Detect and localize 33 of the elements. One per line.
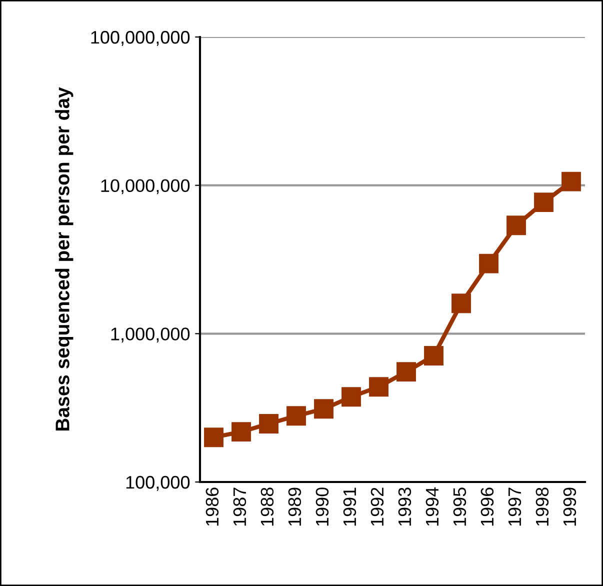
point (369, 377, 388, 397)
point (286, 406, 306, 426)
x-tick-label: 1991 (343, 488, 356, 526)
x-tick-label: 1994 (426, 487, 439, 526)
y-tick-label: 100,000 (126, 476, 190, 491)
y-tick-label: 100,000,000 (91, 30, 190, 46)
point (314, 399, 334, 419)
x-tick-label: 1990 (316, 488, 329, 526)
point (534, 192, 554, 212)
x-tick-label: 1995 (453, 488, 466, 526)
x-tick-label: 1986 (206, 488, 219, 526)
point (562, 172, 581, 192)
point (342, 387, 361, 407)
x-tick-label: 1988 (260, 488, 274, 526)
point (424, 346, 444, 366)
x-tick-label: 1996 (480, 488, 494, 526)
point (259, 414, 278, 434)
x-tick-label: 1987 (233, 488, 246, 526)
point (204, 428, 224, 448)
point (479, 254, 498, 274)
y-axis-title: Bases sequenced per person per day (55, 87, 74, 431)
x-tick-label: 1989 (288, 488, 302, 526)
x-tick-label: 1997 (508, 488, 522, 526)
x-tick-label: 1992 (370, 488, 384, 526)
x-tick-label: 1993 (398, 488, 412, 526)
point (506, 216, 526, 236)
x-tick-label: 1998 (536, 488, 549, 526)
y-tick-label: 10,000,000 (101, 179, 190, 194)
point (396, 362, 416, 382)
x-tick-label: 1999 (563, 488, 576, 526)
point (232, 422, 251, 442)
y-tick-label: 1,000,000 (111, 328, 190, 343)
point (452, 294, 471, 314)
